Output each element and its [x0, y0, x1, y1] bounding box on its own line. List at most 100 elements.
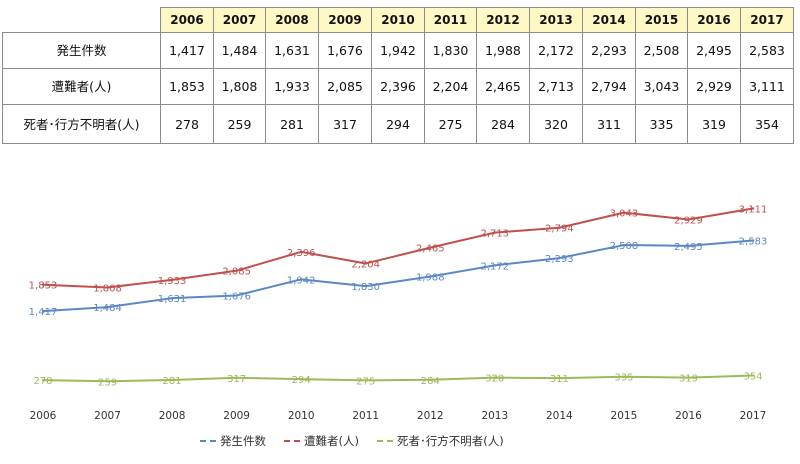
table-cell: 1,933: [265, 68, 319, 105]
data-label: 2,713: [480, 229, 509, 240]
data-label: 2,293: [545, 254, 574, 265]
data-point: [622, 243, 626, 247]
year-header: 2012: [476, 7, 530, 33]
table-cell: 317: [318, 104, 372, 144]
data-label: 2,583: [739, 237, 768, 248]
data-point: [493, 376, 497, 379]
data-point: [558, 376, 561, 380]
data-point: [622, 211, 626, 214]
data-point: [558, 226, 561, 229]
table-cell: 320: [529, 104, 583, 144]
year-header: 2006: [160, 7, 214, 33]
table-cell: 1,830: [424, 32, 477, 69]
data-point: [299, 278, 303, 281]
legend-item: 遭難者(人): [284, 433, 359, 449]
table-cell: 2,495: [687, 32, 741, 69]
year-header-row: 2006 2007 2008 2009 2010 2011 2012 2013 …: [2, 7, 794, 33]
data-point: [299, 250, 303, 254]
x-tick-label: 2011: [352, 410, 379, 422]
table-cell: 2,465: [476, 68, 530, 105]
table-cell: 319: [687, 104, 741, 144]
legend-swatch-victims: [284, 440, 300, 442]
data-label: 1,942: [287, 275, 316, 286]
data-label: 1,631: [158, 294, 187, 305]
data-label: 1,853: [29, 281, 58, 292]
table-cell: 275: [424, 104, 477, 144]
data-label: 294: [292, 375, 311, 386]
year-header: 2007: [213, 7, 266, 33]
data-point: [235, 376, 238, 379]
table-row-deaths: 死者･行方不明者(人) 278 259 281 317 294 275 284 …: [2, 104, 794, 144]
table-cell: 2,794: [582, 68, 636, 105]
table-cell: 259: [213, 104, 266, 144]
x-tick-label: 2009: [223, 410, 250, 422]
year-header: 2017: [740, 7, 794, 33]
table-cell: 3,043: [635, 68, 688, 105]
data-point: [429, 275, 432, 278]
data-label: 2,172: [480, 261, 509, 272]
table-cell: 281: [265, 104, 319, 144]
data-point: [364, 284, 367, 288]
row-header: 発生件数: [2, 32, 161, 69]
x-tick-label: 2008: [159, 410, 186, 422]
data-label: 2,396: [287, 248, 316, 259]
data-point: [751, 239, 755, 242]
x-tick-label: 2007: [94, 410, 121, 422]
data-point: [235, 294, 238, 297]
chart-plot-area: 2006 2007 2008 2009 2010 2011 2012 2013 2014 2015…: [29, 205, 768, 422]
x-tick-label: 2013: [481, 410, 508, 422]
table-corner: [2, 7, 161, 33]
table-row-victims: 遭難者(人) 1,853 1,808 1,933 2,085 2,396 2,2…: [2, 68, 794, 105]
series-line: [42, 374, 754, 383]
x-tick-label: 2006: [30, 410, 57, 422]
legend-swatch-incidents: [200, 440, 216, 442]
table-cell: 354: [740, 104, 794, 144]
legend-label: 発生件数: [220, 434, 266, 448]
table-cell: 1,676: [318, 32, 372, 69]
data-label: 278: [33, 376, 52, 387]
data-label: 284: [421, 376, 440, 387]
table-cell: 2,293: [582, 32, 636, 69]
year-header: 2008: [265, 7, 319, 33]
data-label: 3,111: [739, 205, 768, 216]
row-header: 遭難者(人): [2, 68, 161, 105]
data-point: [364, 262, 367, 265]
data-label: 1,676: [222, 291, 251, 302]
table-cell: 2,396: [371, 68, 425, 105]
data-point: [170, 296, 174, 300]
data-label: 275: [356, 376, 375, 387]
data-point: [687, 244, 690, 248]
data-label: 320: [485, 374, 504, 385]
legend-label: 死者･行方不明者(人): [396, 434, 504, 448]
data-label: 317: [227, 374, 246, 385]
data-point: [622, 375, 626, 378]
legend-item: 死者･行方不明者(人): [376, 433, 504, 449]
data-point: [751, 374, 755, 377]
data-point: [687, 218, 690, 221]
table-cell: 284: [476, 104, 530, 144]
year-header: 2015: [635, 7, 688, 33]
table-cell: 2,583: [740, 32, 794, 69]
data-label: 2,085: [222, 267, 251, 278]
data-label: 1,484: [93, 303, 122, 314]
data-point: [235, 269, 238, 272]
data-point: [558, 256, 561, 260]
table-cell: 3,111: [740, 68, 794, 105]
table-cell: 1,988: [476, 32, 530, 69]
data-point: [106, 305, 109, 309]
table-cell: 294: [371, 104, 425, 144]
row-header: 死者･行方不明者(人): [2, 104, 161, 144]
series-line: [42, 239, 754, 313]
data-label: 1,830: [351, 282, 380, 293]
data-label: 281: [163, 376, 182, 387]
table-cell: 1,484: [213, 32, 266, 69]
table-cell: 2,929: [687, 68, 741, 105]
x-tick-label: 2012: [417, 410, 444, 422]
series-line: [42, 207, 754, 289]
data-point: [106, 380, 109, 383]
data-point: [364, 379, 367, 382]
data-point: [170, 278, 174, 282]
data-label: 1,417: [29, 307, 58, 318]
data-point: [41, 283, 45, 286]
year-header: 2010: [371, 7, 425, 33]
